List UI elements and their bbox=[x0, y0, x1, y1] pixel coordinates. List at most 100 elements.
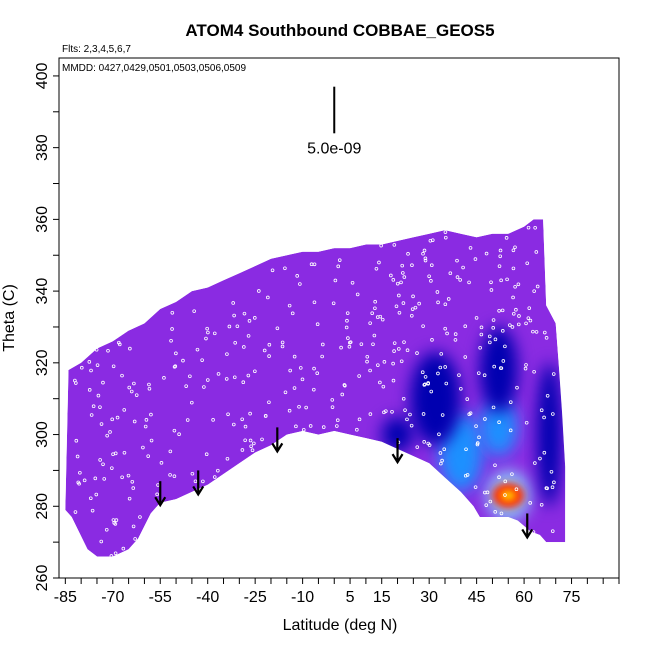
sample-point bbox=[443, 302, 448, 307]
sample-point bbox=[542, 330, 547, 335]
sample-point bbox=[340, 392, 345, 397]
y-tick-label: 400 bbox=[34, 62, 51, 89]
sample-point bbox=[508, 400, 513, 404]
sample-point bbox=[435, 290, 440, 294]
sample-point bbox=[201, 479, 205, 484]
sample-point bbox=[390, 410, 394, 414]
sample-point bbox=[415, 445, 420, 449]
sample-point bbox=[395, 281, 400, 286]
sample-point bbox=[347, 344, 352, 349]
sample-point bbox=[106, 348, 110, 353]
sample-point bbox=[99, 539, 104, 544]
sample-point bbox=[88, 496, 93, 501]
sample-point bbox=[292, 354, 297, 359]
sample-point bbox=[104, 527, 109, 532]
sample-point bbox=[528, 318, 533, 323]
sample-point bbox=[287, 408, 292, 413]
sample-point bbox=[377, 260, 381, 265]
chart-title: ATOM4 Southbound COBBAE_GEOS5 bbox=[185, 21, 494, 40]
sample-point bbox=[429, 263, 434, 268]
sample-point bbox=[463, 324, 468, 329]
sample-point bbox=[177, 432, 181, 437]
sample-point bbox=[474, 424, 478, 428]
sample-point bbox=[497, 308, 501, 313]
sample-point bbox=[169, 338, 173, 343]
sample-point bbox=[392, 243, 397, 247]
sample-point bbox=[392, 349, 396, 353]
sample-point bbox=[216, 468, 220, 473]
sample-point bbox=[458, 278, 462, 282]
sample-point bbox=[373, 299, 377, 304]
sample-point bbox=[122, 408, 127, 412]
sample-point bbox=[205, 326, 209, 331]
sample-point bbox=[225, 456, 230, 461]
sample-point bbox=[159, 461, 164, 465]
sample-point bbox=[331, 301, 336, 306]
sample-point bbox=[420, 370, 425, 374]
sample-point bbox=[526, 316, 531, 320]
sample-point bbox=[426, 381, 430, 386]
sample-point bbox=[505, 277, 509, 282]
sample-point bbox=[525, 261, 530, 266]
sample-point bbox=[257, 289, 261, 293]
sample-point bbox=[498, 366, 503, 370]
sample-point bbox=[464, 447, 468, 452]
sample-point bbox=[514, 487, 519, 492]
sample-point bbox=[91, 404, 96, 408]
sample-point bbox=[184, 384, 188, 388]
tropopause-arrow bbox=[154, 481, 167, 508]
sample-point bbox=[382, 360, 387, 364]
sample-point bbox=[170, 327, 174, 331]
sample-point bbox=[488, 499, 493, 504]
sample-point bbox=[473, 257, 478, 261]
enhancement-mid_low-6 bbox=[479, 326, 518, 414]
sample-point bbox=[504, 236, 509, 240]
sample-point bbox=[524, 420, 529, 425]
sample-point bbox=[491, 318, 496, 322]
sample-point bbox=[96, 393, 101, 398]
sample-point bbox=[129, 389, 134, 394]
sample-point bbox=[128, 346, 132, 351]
sample-point bbox=[392, 341, 397, 345]
sample-point bbox=[417, 301, 421, 306]
sample-point bbox=[372, 333, 377, 338]
sample-point bbox=[295, 274, 299, 278]
sample-point bbox=[78, 470, 82, 475]
sample-point bbox=[181, 358, 185, 363]
sample-point bbox=[373, 306, 377, 311]
x-tick-label: -25 bbox=[244, 589, 267, 606]
sample-point bbox=[335, 418, 340, 423]
sample-point bbox=[467, 412, 472, 416]
x-tick-label: -85 bbox=[54, 589, 77, 606]
sample-point bbox=[402, 275, 407, 279]
sample-point bbox=[515, 385, 519, 390]
sample-point bbox=[513, 245, 517, 250]
sample-point bbox=[501, 359, 506, 363]
sample-point bbox=[443, 230, 448, 234]
sample-point bbox=[410, 307, 415, 311]
sample-point bbox=[321, 425, 326, 429]
sample-point bbox=[249, 444, 253, 449]
sample-point bbox=[121, 546, 126, 551]
sample-point bbox=[330, 398, 335, 402]
sample-point bbox=[430, 338, 434, 342]
sample-point bbox=[87, 388, 92, 392]
sample-point bbox=[465, 397, 470, 401]
sample-point bbox=[380, 317, 385, 322]
sample-point bbox=[263, 413, 268, 418]
sample-point bbox=[542, 415, 546, 420]
y-tick-label: 280 bbox=[34, 493, 51, 520]
sample-point bbox=[232, 375, 237, 380]
sample-point bbox=[497, 264, 502, 268]
sample-point bbox=[113, 551, 118, 556]
sample-point bbox=[457, 373, 461, 377]
sample-point bbox=[533, 225, 537, 230]
sample-point bbox=[330, 405, 335, 409]
x-tick-label: 45 bbox=[468, 589, 486, 606]
sample-point bbox=[479, 332, 484, 337]
sample-point bbox=[427, 274, 431, 279]
sample-point bbox=[399, 359, 404, 364]
sample-point bbox=[476, 371, 481, 375]
sample-point bbox=[250, 448, 255, 452]
sample-point bbox=[499, 278, 503, 283]
